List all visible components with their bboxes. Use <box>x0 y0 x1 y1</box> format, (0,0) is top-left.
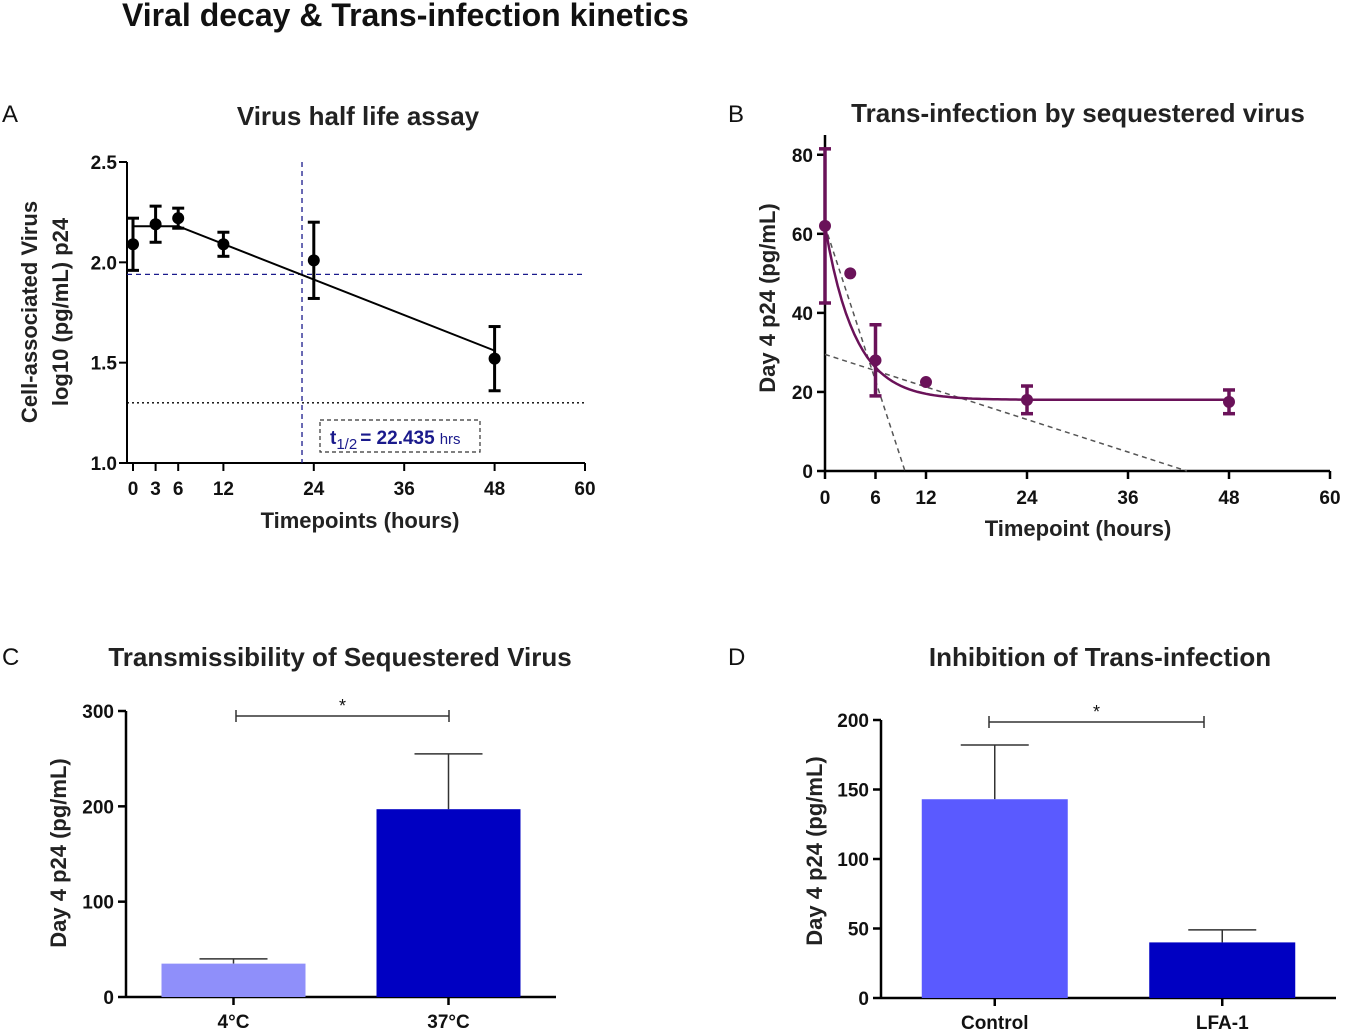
panel-d-letter: D <box>728 644 745 671</box>
y-tick-label: 0 <box>103 988 114 1009</box>
panel-a-ylabel-line1: Cell-associated Virus <box>17 201 42 423</box>
x-tick-label: 24 <box>303 479 325 500</box>
half-life-value: = 22.435 <box>360 428 435 449</box>
x-tick-label: 0 <box>128 479 139 500</box>
data-point <box>127 238 139 251</box>
half-life-box: t1/2 = 22.435 hrs <box>319 419 481 453</box>
y-tick-label: 0 <box>802 462 813 483</box>
x-tick-label: 36 <box>1117 488 1138 509</box>
data-point <box>819 219 831 232</box>
data-point <box>1223 395 1235 408</box>
y-tick-label: 50 <box>848 920 869 941</box>
x-tick-label: 60 <box>574 479 595 500</box>
x-tick-label: 37°C <box>427 1012 470 1031</box>
panel-b-title: Trans-infection by sequestered virus <box>851 98 1305 128</box>
y-tick-label: 200 <box>82 797 114 818</box>
panel-a: A Virus half life assay Timepoints (hour… <box>2 101 596 533</box>
panel-b-ylabel: Day 4 p24 (pg/mL) <box>755 203 780 392</box>
y-tick-label: 100 <box>82 893 114 914</box>
x-tick-label: 60 <box>1319 488 1340 509</box>
panel-a-xlabel: Timepoints (hours) <box>261 508 460 533</box>
panel-c-title: Transmissibility of Sequestered Virus <box>108 642 571 672</box>
half-life-box-frame <box>319 419 481 453</box>
half-life-unit: hrs <box>440 431 461 448</box>
asymptote-line <box>824 353 1188 472</box>
x-tick-label: 6 <box>870 488 881 509</box>
y-tick-label: 200 <box>837 711 869 732</box>
x-tick-label: 0 <box>820 488 831 509</box>
panel-d-title: Inhibition of Trans-infection <box>929 642 1271 672</box>
panel-c-letter: C <box>2 644 19 671</box>
x-tick-label: 48 <box>1218 488 1239 509</box>
y-tick-label: 0 <box>858 989 869 1010</box>
bar <box>1149 942 1296 998</box>
data-point <box>217 238 230 251</box>
half-life-prefix: t <box>330 428 337 449</box>
y-tick-label: 150 <box>837 781 869 802</box>
panel-b-plot: 0 6 12 24 36 48 60 0 20 40 60 80 <box>792 135 1341 509</box>
panel-a-plot: 0 3 6 12 24 36 48 601.01.52.02.5 <box>91 153 596 500</box>
data-point <box>488 352 501 365</box>
data-point <box>172 212 185 225</box>
panel-d: D Inhibition of Trans-infection Day 4 p2… <box>728 642 1336 1031</box>
y-tick-label: 2.0 <box>91 253 117 274</box>
y-tick-label: 20 <box>792 383 813 404</box>
panel-b: B Trans-infection by sequestered virus T… <box>728 98 1341 541</box>
panel-d-ylabel: Day 4 p24 (pg/mL) <box>802 756 827 945</box>
panel-d-plot: 0 50 100 150 200 Control LFA-1 * <box>837 702 1336 1031</box>
x-tick-label: 36 <box>394 479 415 500</box>
bar <box>376 809 521 997</box>
x-tick-label: 3 <box>150 479 161 500</box>
x-tick-label: 4°C <box>218 1012 250 1031</box>
y-tick-label: 100 <box>837 850 869 871</box>
panel-a-ylabel-line2: log10 (pg/mL) p24 <box>48 217 73 406</box>
x-tick-label: 24 <box>1016 488 1038 509</box>
x-tick-label: 12 <box>213 479 234 500</box>
data-point <box>149 218 162 231</box>
data-point <box>844 267 857 280</box>
data-point <box>920 376 932 389</box>
y-tick-label: 60 <box>792 225 813 246</box>
y-tick-label: 1.5 <box>91 354 118 375</box>
y-tick-label: 2.5 <box>91 153 118 174</box>
y-tick-label: 40 <box>792 304 813 325</box>
x-tick-label: 48 <box>484 479 505 500</box>
half-life-subscript: 1/2 <box>336 436 357 453</box>
x-tick-label: 12 <box>915 488 936 509</box>
y-tick-label: 80 <box>792 146 813 167</box>
bar <box>161 963 306 997</box>
panel-c: C Transmissibility of Sequestered Virus … <box>2 642 572 1031</box>
significance-star: * <box>339 696 346 716</box>
data-point <box>307 254 320 267</box>
x-tick-label: Control <box>961 1013 1029 1031</box>
panel-b-letter: B <box>728 101 744 128</box>
panel-c-plot: 0 100 200 300 4°C 37°C * <box>82 696 556 1031</box>
data-point <box>1021 393 1033 406</box>
bar <box>921 799 1068 998</box>
panel-a-title: Virus half life assay <box>237 101 480 131</box>
data-point <box>869 354 882 367</box>
panel-a-letter: A <box>2 101 18 128</box>
asymptote-line <box>824 225 906 472</box>
x-tick-label: LFA-1 <box>1196 1013 1249 1031</box>
panel-b-xlabel: Timepoint (hours) <box>985 516 1172 541</box>
significance-star: * <box>1093 702 1100 722</box>
panel-c-ylabel: Day 4 p24 (pg/mL) <box>46 758 71 947</box>
y-tick-label: 300 <box>82 702 114 723</box>
y-tick-label: 1.0 <box>91 454 117 475</box>
x-tick-label: 6 <box>173 479 184 500</box>
figure-title: Viral decay & Trans-infection kinetics <box>122 0 689 33</box>
